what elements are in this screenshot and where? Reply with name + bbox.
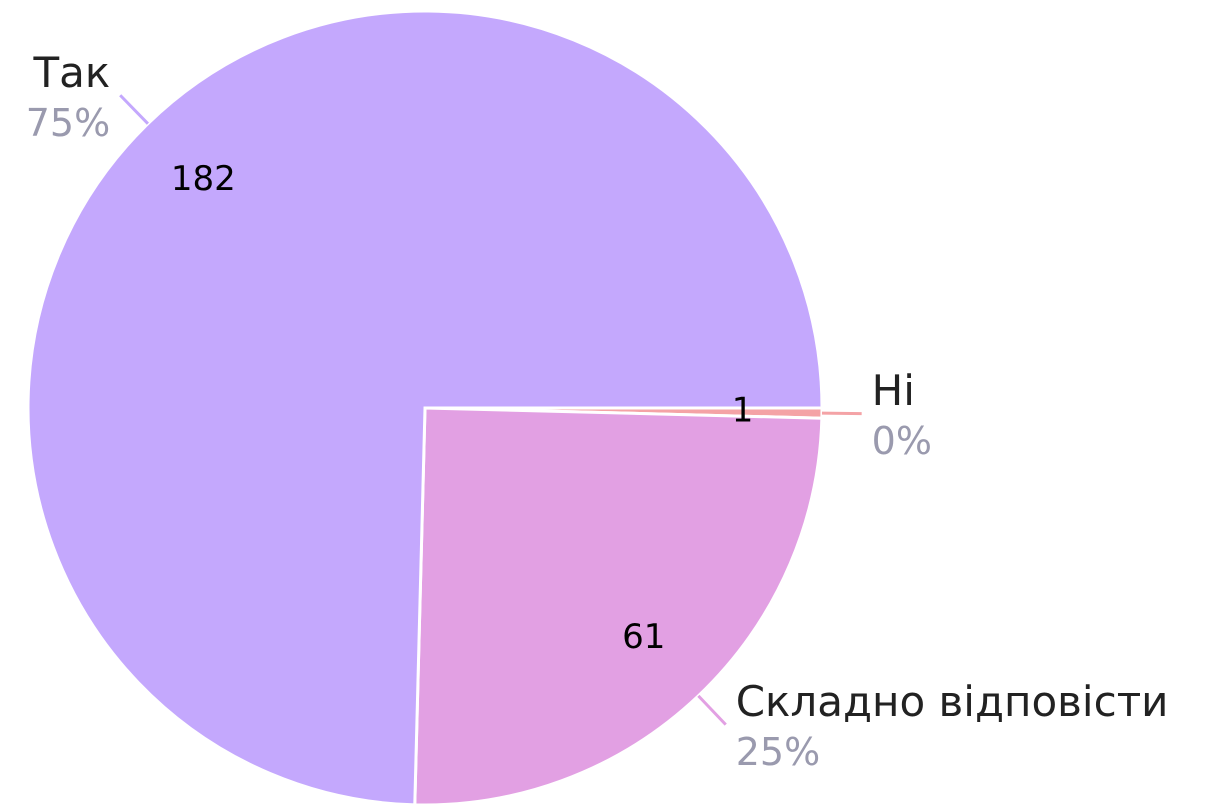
slice-name: Ні	[872, 366, 915, 415]
slice-percent: 25%	[736, 730, 820, 774]
slice-value: 1	[732, 391, 754, 431]
slice-name: Так	[32, 48, 110, 97]
slice-value: 61	[622, 617, 665, 657]
leader-line	[697, 694, 727, 726]
pie-slice	[413, 406, 824, 804]
leader-line	[821, 411, 862, 416]
slice-percent: 0%	[872, 419, 932, 463]
pie-slice	[26, 9, 824, 804]
slice-name: Складно відповісти	[736, 677, 1169, 726]
slice-percent: 75%	[26, 101, 110, 145]
leader-line	[119, 94, 149, 125]
slice-value: 182	[171, 159, 236, 199]
